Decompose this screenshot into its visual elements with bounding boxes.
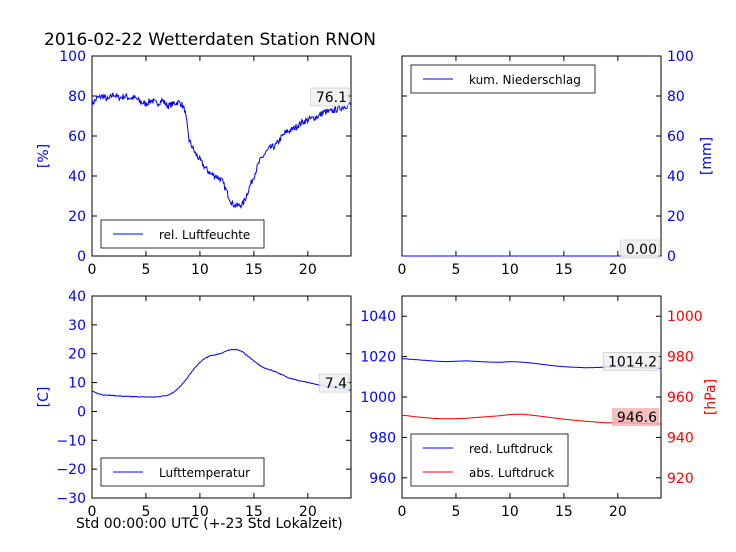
plot-frame	[91, 295, 352, 499]
chart-precipitation: 0 5 10 15 20 0 20 40 60 80 100 [mm] kum. Niederschla…	[398, 49, 715, 278]
y-tick-label: 10	[68, 376, 86, 392]
x-tick-label: 5	[451, 262, 460, 278]
x-tick-label: 5	[451, 504, 460, 520]
y-tick-label: 0	[77, 249, 86, 265]
x-tick-label: 0	[398, 504, 407, 520]
y-tick-label: 80	[68, 89, 86, 105]
y-axis-label: [%]	[36, 144, 52, 168]
series-line-lufttemperatur	[91, 348, 352, 398]
y-tick-label-right: 940	[667, 430, 694, 446]
legend-entry: abs. Luftdruck	[469, 466, 554, 480]
x-tick-label: 5	[141, 262, 150, 278]
value-label-box	[620, 239, 660, 259]
chart-pressure: 0 5 10 15 20 960 980 1000 1020 1040 920 940 960 980 10…	[360, 295, 719, 520]
y-tick-label: 20	[667, 209, 685, 225]
x-tick-label: 0	[88, 262, 97, 278]
y-axis-label: [mm]	[699, 137, 715, 175]
figure-title: 2016-02-22 Wetterdaten Station RNON	[44, 30, 376, 50]
legend-entry: Lufttemperatur	[159, 466, 250, 480]
value-label-box	[318, 373, 350, 393]
y-tick-label: 40	[667, 169, 685, 185]
y-tick-label: 40	[68, 169, 86, 185]
y-tick-label: 60	[68, 129, 86, 145]
x-tick-label: 20	[299, 504, 317, 520]
x-tick-label: 20	[299, 262, 317, 278]
value-label: 0.00	[626, 242, 657, 258]
y-tick-label: 100	[667, 49, 694, 65]
x-tick-label: 20	[609, 504, 627, 520]
y-tick-label: 60	[667, 129, 685, 145]
x-axis-label: Std 00:00:00 UTC (+-23 Std Lokalzeit)	[76, 516, 343, 532]
x-tick-label: 15	[555, 504, 573, 520]
y-tick-label: 1000	[360, 390, 396, 406]
y-tick-label: 100	[59, 49, 86, 65]
value-label-box	[603, 352, 660, 371]
value-label: 76.1	[316, 90, 347, 106]
legend-entry: rel. Luftfeuchte	[159, 228, 250, 242]
y-tick-label: 1040	[360, 309, 396, 325]
value-label: 1014.2	[608, 354, 657, 370]
x-tick-label: 10	[501, 262, 519, 278]
y-tick-label-right: 920	[667, 471, 694, 487]
x-tick-label: 20	[609, 262, 627, 278]
y-axis-label-right: [hPa]	[703, 379, 719, 415]
y-tick-label: 0	[667, 249, 676, 265]
y-tick-label: 0	[77, 404, 86, 420]
x-tick-label: 10	[191, 504, 209, 520]
x-tick-label: 10	[191, 262, 209, 278]
value-label: 7.4	[325, 376, 347, 392]
y-tick-label: 980	[369, 430, 396, 446]
y-tick-label: 80	[667, 89, 685, 105]
legend-entry: red. Luftdruck	[469, 442, 553, 456]
series-line-rel--luftfeuchte	[91, 92, 352, 209]
x-tick-label: 15	[555, 262, 573, 278]
y-tick-label: 960	[369, 471, 396, 487]
value-label-box	[310, 87, 350, 107]
y-tick-label: −30	[56, 491, 86, 507]
x-tick-label: 15	[245, 262, 263, 278]
x-tick-label: 5	[141, 504, 150, 520]
x-tick-label: 10	[501, 504, 519, 520]
plot-frame	[91, 55, 352, 257]
y-tick-label-right: 980	[667, 350, 694, 366]
y-axis-label: [C]	[36, 387, 52, 408]
legend-entry: kum. Niederschlag	[469, 73, 581, 87]
y-tick-label-right: 960	[667, 390, 694, 406]
y-tick-label-right: 1000	[667, 309, 703, 325]
chart-humidity: 0 5 10 15 20 0 20 40 60 80 100 [%] rel. Luftfeuchte 7…	[36, 49, 352, 278]
y-tick-label: −10	[56, 433, 86, 449]
value-label-box	[612, 408, 659, 427]
y-tick-label: 20	[68, 209, 86, 225]
y-tick-label: 20	[68, 347, 86, 363]
legend-box	[410, 433, 569, 487]
value-label: 946.6	[617, 410, 657, 426]
y-tick-label: −20	[56, 462, 86, 478]
y-tick-label: 1020	[360, 350, 396, 366]
x-tick-label: 0	[398, 262, 407, 278]
y-tick-label: 40	[68, 289, 86, 305]
chart-temperature: 0 5 10 15 20 −30 −20 −10 0 10 20 30 40 [C] Lufttempera…	[36, 289, 352, 520]
x-tick-label: 15	[245, 504, 263, 520]
y-tick-label: 30	[68, 318, 86, 334]
x-tick-label: 0	[88, 504, 97, 520]
